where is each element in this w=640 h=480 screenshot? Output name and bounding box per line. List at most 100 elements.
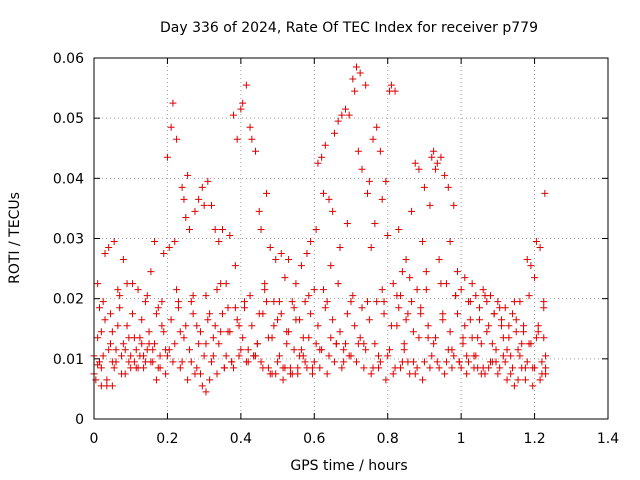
data-point bbox=[474, 334, 482, 342]
data-point bbox=[316, 364, 324, 372]
data-point bbox=[255, 310, 263, 318]
data-point bbox=[297, 346, 305, 354]
data-point bbox=[448, 364, 456, 372]
data-point bbox=[455, 358, 463, 366]
y-tick-label: 0.02 bbox=[53, 292, 84, 308]
data-point bbox=[492, 358, 500, 366]
data-point bbox=[211, 322, 219, 330]
data-point bbox=[136, 334, 144, 342]
data-point bbox=[466, 298, 474, 306]
data-point bbox=[160, 328, 168, 336]
data-point bbox=[178, 183, 186, 191]
data-point bbox=[215, 238, 223, 246]
data-point bbox=[490, 310, 498, 318]
data-point bbox=[422, 286, 430, 294]
data-point bbox=[257, 225, 265, 233]
data-point bbox=[158, 298, 166, 306]
data-point bbox=[178, 358, 186, 366]
data-point bbox=[241, 298, 249, 306]
data-point bbox=[237, 105, 245, 113]
data-point bbox=[435, 364, 443, 372]
data-point bbox=[191, 207, 199, 215]
data-point bbox=[382, 376, 390, 384]
data-point bbox=[158, 322, 166, 330]
data-point bbox=[202, 292, 210, 300]
data-point bbox=[182, 213, 190, 221]
data-point bbox=[235, 322, 243, 330]
data-point bbox=[505, 334, 513, 342]
data-point bbox=[261, 286, 269, 294]
data-point bbox=[149, 346, 157, 354]
data-point bbox=[459, 334, 467, 342]
data-point bbox=[244, 346, 252, 354]
data-point bbox=[323, 298, 331, 306]
data-point bbox=[211, 225, 219, 233]
y-tick-label: 0.04 bbox=[53, 171, 84, 187]
data-point bbox=[154, 304, 162, 312]
data-point bbox=[323, 370, 331, 378]
data-point bbox=[536, 244, 544, 252]
data-point bbox=[226, 231, 234, 239]
data-point bbox=[398, 268, 406, 276]
data-point bbox=[538, 358, 546, 366]
data-point bbox=[402, 256, 410, 264]
data-point bbox=[292, 316, 300, 324]
data-point bbox=[182, 322, 190, 330]
data-point bbox=[360, 364, 368, 372]
data-point bbox=[193, 322, 201, 330]
data-point bbox=[347, 298, 355, 306]
data-point bbox=[274, 358, 282, 366]
data-point bbox=[354, 147, 362, 155]
data-point bbox=[431, 334, 439, 342]
x-tick-labels: 0 0.2 0.4 0.6 0.8 1 1.2 1.4 bbox=[90, 431, 620, 447]
data-point bbox=[345, 111, 353, 119]
data-point bbox=[184, 171, 192, 179]
y-tick-label: 0.05 bbox=[53, 111, 84, 127]
data-point bbox=[444, 346, 452, 354]
data-point bbox=[463, 370, 471, 378]
data-point bbox=[296, 352, 304, 360]
data-point bbox=[481, 292, 489, 300]
data-point bbox=[397, 364, 405, 372]
data-point bbox=[419, 238, 427, 246]
data-point bbox=[206, 376, 214, 384]
data-point bbox=[147, 268, 155, 276]
data-point bbox=[439, 316, 447, 324]
data-point bbox=[215, 340, 223, 348]
data-point bbox=[507, 370, 515, 378]
data-point bbox=[180, 334, 188, 342]
data-point bbox=[367, 370, 375, 378]
data-point bbox=[152, 310, 160, 318]
data-point bbox=[327, 262, 335, 270]
data-point bbox=[472, 292, 480, 300]
data-point bbox=[250, 352, 258, 360]
data-point bbox=[290, 304, 298, 312]
data-point bbox=[204, 316, 212, 324]
data-point bbox=[496, 304, 504, 312]
data-point bbox=[189, 310, 197, 318]
data-point bbox=[321, 141, 329, 149]
data-point bbox=[307, 310, 315, 318]
data-point bbox=[332, 340, 340, 348]
data-point bbox=[420, 183, 428, 191]
data-point bbox=[433, 358, 441, 366]
data-point bbox=[477, 370, 485, 378]
data-point bbox=[176, 328, 184, 336]
data-point bbox=[285, 328, 293, 336]
data-point bbox=[314, 159, 322, 167]
data-point bbox=[112, 346, 120, 354]
data-point bbox=[107, 310, 115, 318]
data-point bbox=[470, 364, 478, 372]
data-point bbox=[514, 376, 522, 384]
data-point bbox=[433, 159, 441, 167]
chart-title: Day 336 of 2024, Rate Of TEC Index for r… bbox=[160, 20, 538, 36]
data-point bbox=[143, 292, 151, 300]
data-point bbox=[219, 310, 226, 318]
data-point bbox=[330, 358, 338, 366]
data-point bbox=[540, 298, 548, 306]
data-point bbox=[163, 352, 171, 360]
data-point bbox=[542, 364, 550, 372]
data-point bbox=[442, 358, 450, 366]
data-point bbox=[185, 346, 193, 354]
data-point bbox=[446, 328, 454, 336]
